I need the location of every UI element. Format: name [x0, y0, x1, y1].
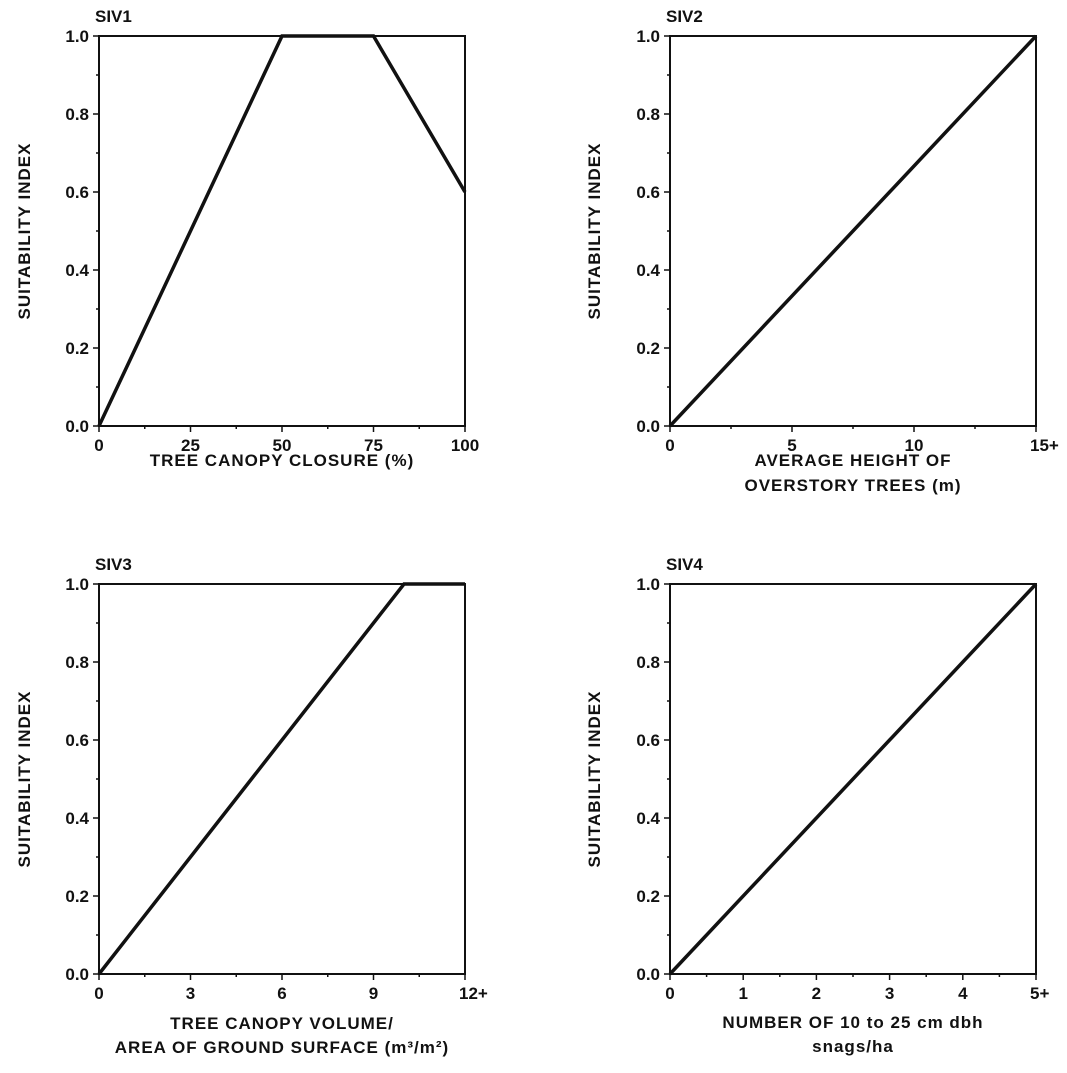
- y-tick-label: 0.0: [636, 417, 660, 436]
- y-tick-label: 1.0: [65, 27, 89, 46]
- y-tick-label: 0.0: [65, 417, 89, 436]
- x-tick-label: 0: [94, 436, 103, 455]
- y-axis-label: SUITABILITY INDEX: [585, 143, 604, 320]
- x-axis-label: NUMBER OF 10 to 25 cm dbh: [722, 1013, 983, 1032]
- series-line: [97, 582, 465, 976]
- x-tick-label: 1: [738, 984, 747, 1003]
- x-tick-label: 4: [958, 984, 968, 1003]
- y-tick-label: 0.0: [65, 965, 89, 984]
- y-axis-label: SUITABILITY INDEX: [15, 143, 34, 320]
- chart-panel-siv3: SIV3 0.0 0.2 0.4 0.6 0.8 1.0 0 3 6 9 12+ SUITABILITY…: [15, 555, 488, 1057]
- x-tick-label: 2: [812, 984, 821, 1003]
- x-tick-label: 5+: [1030, 984, 1049, 1003]
- y-axis-label: SUITABILITY INDEX: [585, 691, 604, 868]
- y-tick-label: 0.2: [65, 339, 89, 358]
- series-line: [668, 34, 1038, 428]
- x-tick-label: 6: [277, 984, 286, 1003]
- y-tick-label: 0.6: [636, 731, 660, 750]
- y-tick-label: 0.8: [636, 653, 660, 672]
- y-tick-label: 0.6: [636, 183, 660, 202]
- panel-title: SIV1: [95, 7, 132, 26]
- y-tick-label: 1.0: [65, 575, 89, 594]
- x-tick-label: 75: [364, 436, 383, 455]
- y-tick-label: 0.4: [65, 261, 89, 280]
- x-tick-label: 12+: [459, 984, 488, 1003]
- x-tick-label: 0: [665, 984, 674, 1003]
- y-tick-label: 0.6: [65, 183, 89, 202]
- panel-title: SIV2: [666, 7, 703, 26]
- y-tick-label: 0.4: [636, 809, 660, 828]
- x-tick-label: 15+: [1030, 436, 1059, 455]
- y-tick-label: 0.4: [65, 809, 89, 828]
- plot-frame: [98, 583, 466, 975]
- y-tick-label: 0.2: [65, 887, 89, 906]
- x-axis-label: AREA OF GROUND SURFACE (m³/m²): [115, 1038, 449, 1057]
- x-tick-label: 50: [273, 436, 292, 455]
- chart-panel-siv1: SIV1 0.0 0.2 0.4 0.6 0.8 1.0 0 25 50 75 100 SUITABIL…: [15, 7, 479, 470]
- x-tick-label: 100: [451, 436, 479, 455]
- y-tick-label: 0.2: [636, 339, 660, 358]
- chart-panel-siv2: SIV2 0.0 0.2 0.4 0.6 0.8 1.0 0 5 10 15+ SUITABILITY…: [585, 7, 1059, 495]
- y-tick-label: 0.0: [636, 965, 660, 984]
- series-line: [97, 34, 467, 427]
- panel-title: SIV4: [666, 555, 703, 574]
- x-axis-label: TREE CANOPY CLOSURE (%): [150, 451, 415, 470]
- y-axis-label: SUITABILITY INDEX: [15, 691, 34, 868]
- plot-frame: [98, 35, 466, 427]
- x-axis-label: OVERSTORY TREES (m): [744, 476, 961, 495]
- x-axis-label: TREE CANOPY VOLUME/: [170, 1014, 394, 1033]
- y-tick-label: 0.6: [65, 731, 89, 750]
- y-tick-label: 0.8: [65, 653, 89, 672]
- x-tick-label: 0: [94, 984, 103, 1003]
- x-tick-label: 10: [905, 436, 924, 455]
- panel-title: SIV3: [95, 555, 132, 574]
- x-tick-label: 3: [885, 984, 894, 1003]
- chart-panel-siv4: SIV4 0.0 0.2 0.4 0.6 0.8 1.0 0 1 2 3 4 5+ SUITABILITY…: [585, 555, 1049, 1056]
- x-axis-label: snags/ha: [812, 1037, 894, 1056]
- x-axis-label: AVERAGE HEIGHT OF: [754, 451, 951, 470]
- y-tick-label: 0.8: [636, 105, 660, 124]
- x-tick-label: 0: [665, 436, 674, 455]
- x-tick-label: 5: [787, 436, 796, 455]
- y-tick-label: 1.0: [636, 27, 660, 46]
- series-line: [668, 582, 1038, 976]
- x-tick-label: 9: [369, 984, 378, 1003]
- y-tick-label: 1.0: [636, 575, 660, 594]
- y-tick-label: 0.8: [65, 105, 89, 124]
- x-tick-label: 25: [181, 436, 200, 455]
- y-tick-label: 0.4: [636, 261, 660, 280]
- x-tick-label: 3: [186, 984, 195, 1003]
- y-tick-label: 0.2: [636, 887, 660, 906]
